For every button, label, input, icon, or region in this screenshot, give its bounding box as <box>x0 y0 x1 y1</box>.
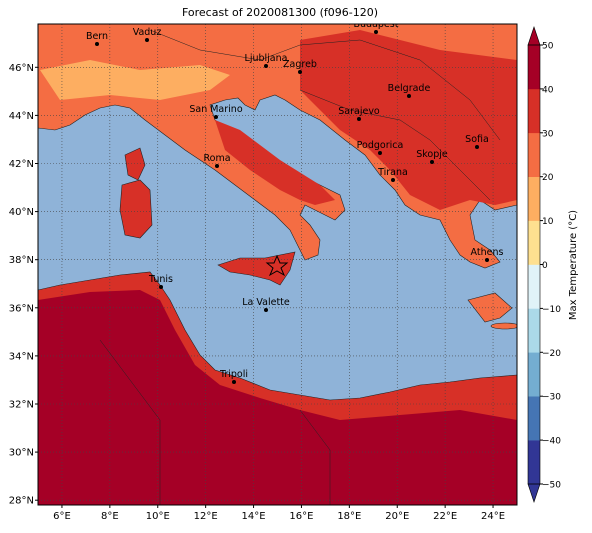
colorbar-tick-label: 30 <box>542 129 554 139</box>
y-tick-label: 40°N <box>9 207 34 218</box>
city-label: Sofia <box>465 134 489 145</box>
x-tick-label: 20°E <box>385 511 409 522</box>
colorbar-tick-label: 0 <box>542 261 548 271</box>
city-dot <box>475 145 479 149</box>
city-label: Skopje <box>416 149 448 160</box>
y-tick-label: 30°N <box>9 448 34 459</box>
city-dot <box>95 42 99 46</box>
colorbar-bin <box>528 440 540 485</box>
land-peloponnese <box>467 292 513 323</box>
y-tick-label: 42°N <box>9 159 34 170</box>
colorbar-bin <box>528 88 540 134</box>
cool-patch <box>40 60 230 100</box>
city-dot <box>378 151 382 155</box>
land-sardinia <box>119 179 153 239</box>
city-label: La Valette <box>242 297 290 308</box>
colorbar-extend <box>527 483 541 503</box>
colorbar-label: Max Temperature (°C) <box>568 210 579 320</box>
city-dot <box>214 115 218 119</box>
marker-star <box>265 254 289 277</box>
city-dot <box>232 380 236 384</box>
city-label: Podgorica <box>357 140 404 151</box>
city-label: Athens <box>471 247 504 258</box>
border <box>299 89 491 201</box>
border <box>149 29 501 141</box>
colorbar-bin <box>528 264 540 309</box>
border <box>299 409 331 505</box>
x-tick-label: 10°E <box>146 511 170 522</box>
city-dot <box>407 94 411 98</box>
city-dot <box>298 70 302 74</box>
city-dot <box>430 160 434 164</box>
city-dot <box>159 285 163 289</box>
y-tick-label: 34°N <box>9 351 34 362</box>
land-sicily <box>217 251 296 286</box>
city-label: Vaduz <box>133 27 162 38</box>
colorbar-tick-label: 50 <box>542 42 554 52</box>
x-tick-label: 8°E <box>101 511 119 522</box>
city-label: Ljubljana <box>245 53 288 64</box>
y-tick-label: 32°N <box>9 399 34 410</box>
city-label: Budapest <box>354 19 399 30</box>
colorbar-tick-label: −50 <box>542 481 561 491</box>
y-tick-label: 38°N <box>9 255 34 266</box>
city-label: Belgrade <box>388 83 431 94</box>
city-label: Roma <box>203 153 230 164</box>
title: Forecast of 2020081300 (f096-120) <box>182 6 378 19</box>
city-dot <box>264 64 268 68</box>
y-tick-label: 28°N <box>9 496 34 507</box>
colorbar-tick-label: 40 <box>542 85 554 95</box>
city-dot <box>374 30 378 34</box>
city-dot <box>357 117 361 121</box>
city-dot <box>264 308 268 312</box>
x-tick-label: 24°E <box>481 511 505 522</box>
x-tick-label: 18°E <box>337 511 361 522</box>
border <box>99 339 161 505</box>
hot-region <box>38 290 517 505</box>
y-tick-label: 46°N <box>9 63 34 74</box>
colorbar-tick-label: −10 <box>542 305 561 315</box>
warm-patch <box>300 30 517 210</box>
colorbar-extend <box>527 26 541 46</box>
x-tick-label: 12°E <box>194 511 218 522</box>
x-tick-label: 22°E <box>433 511 457 522</box>
city-label: San Marino <box>189 104 242 115</box>
colorbar-bin <box>528 308 540 353</box>
land-corsica <box>124 147 146 181</box>
colorbar-tick-label: −20 <box>542 349 561 359</box>
colorbar-bin <box>528 176 540 221</box>
x-tick-label: 16°E <box>289 511 313 522</box>
city-label: Sarajevo <box>338 106 380 117</box>
y-tick-label: 44°N <box>9 111 34 122</box>
colorbar-bin <box>528 396 540 441</box>
land-crete <box>490 322 517 330</box>
colorbar-bin <box>528 45 540 90</box>
colorbar-bin <box>528 352 540 397</box>
city-label: Bern <box>86 31 108 42</box>
warm-patch <box>215 120 335 205</box>
city-label: Tripoli <box>219 369 248 380</box>
city-dot <box>485 258 489 262</box>
colorbar-bin <box>528 220 540 265</box>
colorbar-tick-label: −40 <box>542 437 561 447</box>
city-dot <box>215 164 219 168</box>
colorbar-bin <box>528 132 540 177</box>
map-frame <box>37 23 518 506</box>
x-tick-label: 6°E <box>53 511 71 522</box>
city-label: Tirana <box>377 167 408 178</box>
colorbar-tick-label: 20 <box>542 173 554 183</box>
colorbar-tick-label: 10 <box>542 217 554 227</box>
city-label: Tunis <box>148 274 173 285</box>
colorbar-tick-label: −30 <box>542 393 561 403</box>
city-dot <box>391 178 395 182</box>
city-label: Zagreb <box>283 59 317 70</box>
x-tick-label: 14°E <box>242 511 266 522</box>
city-dot <box>145 38 149 42</box>
y-tick-label: 36°N <box>9 303 34 314</box>
